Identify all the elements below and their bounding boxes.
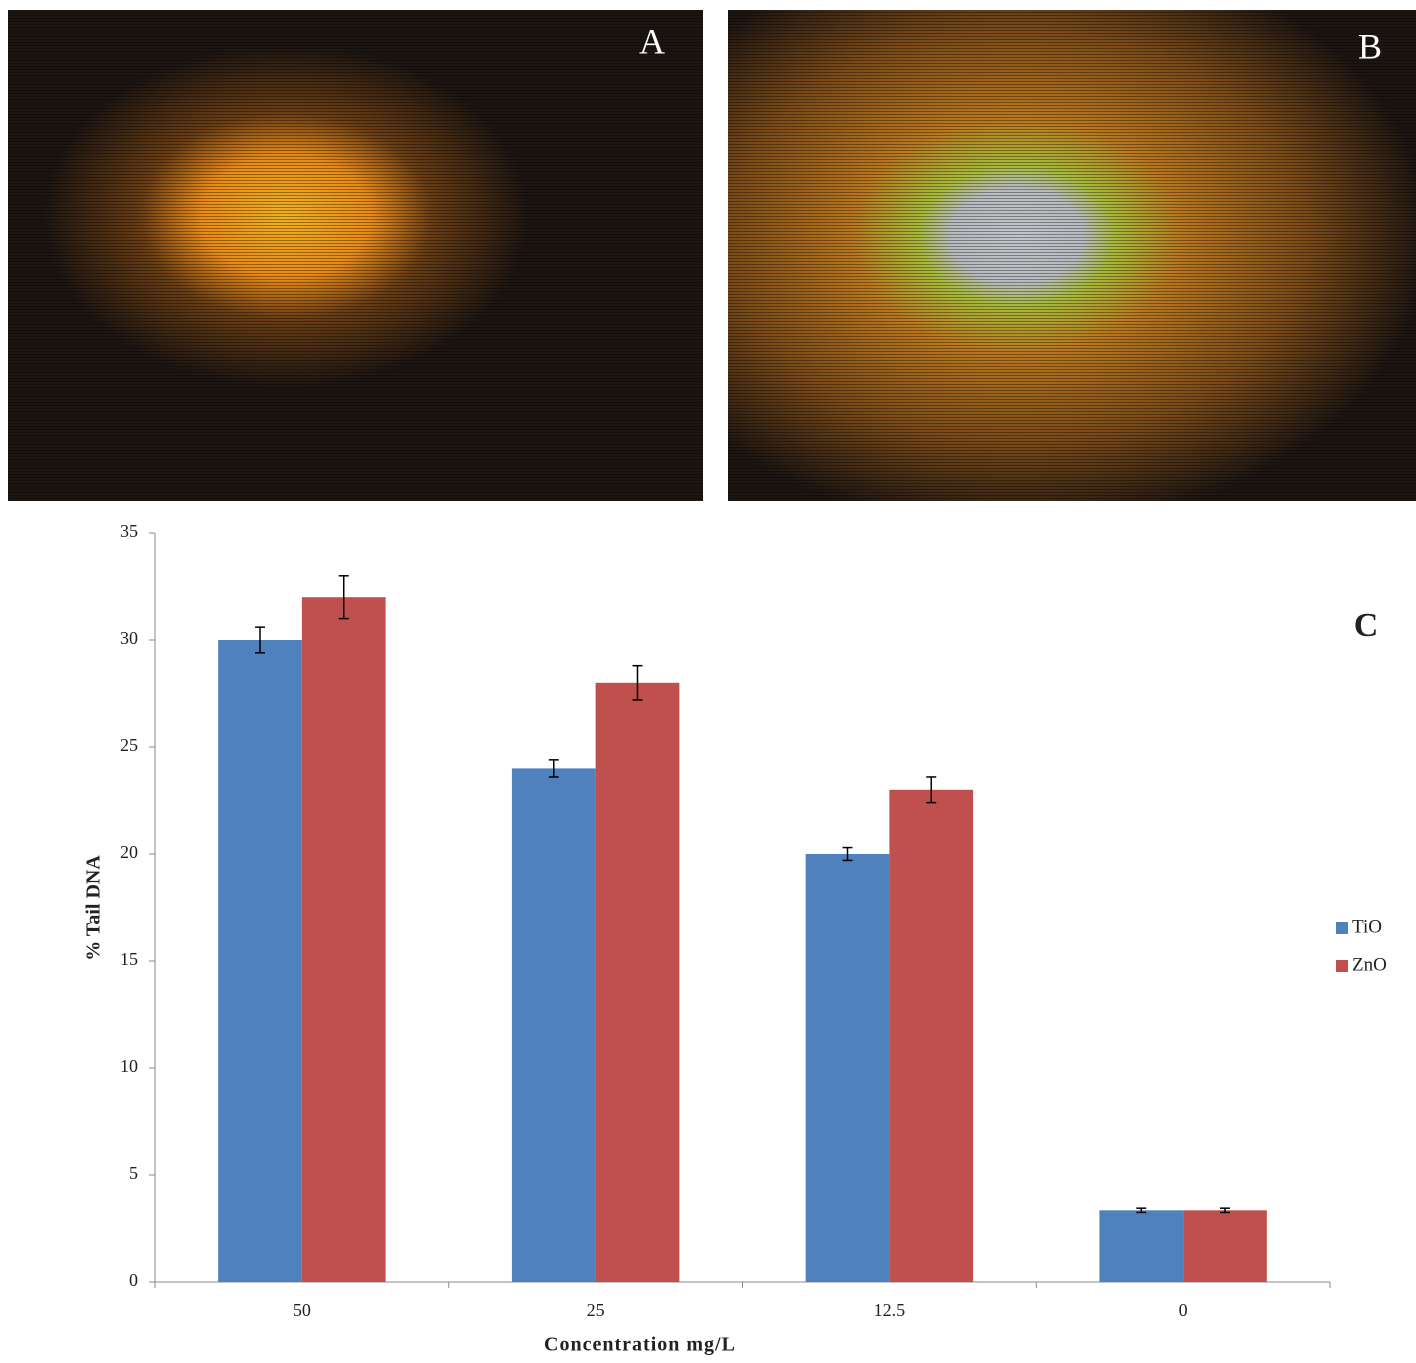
y-axis-title: % Tail DNA <box>83 855 105 961</box>
image-texture <box>8 10 703 501</box>
error-bar <box>632 664 643 701</box>
error-bar <box>255 626 266 654</box>
panel-label: B <box>1358 26 1382 66</box>
error-bar <box>926 776 937 804</box>
legend-swatch <box>1336 960 1348 972</box>
y-tick-label: 10 <box>120 1056 138 1076</box>
bar <box>511 768 596 1282</box>
y-tick-label: 30 <box>120 628 138 648</box>
panel-label: A <box>639 21 665 61</box>
bar <box>595 682 680 1282</box>
y-tick-label: 25 <box>120 735 138 755</box>
y-tick-label: 20 <box>120 842 138 862</box>
panel-label: C <box>1354 607 1379 644</box>
bar <box>218 640 302 1282</box>
bar <box>889 789 974 1282</box>
x-tick-label: 12.5 <box>874 1300 906 1320</box>
error-bar <box>548 759 559 778</box>
x-tick-label: 25 <box>587 1300 605 1320</box>
error-bar <box>1219 1207 1230 1214</box>
x-tick-label: 0 <box>1179 1300 1188 1320</box>
y-tick-label: 5 <box>129 1163 138 1183</box>
x-axis-title: Concentration mg/L <box>544 1334 736 1356</box>
legend-label: ZnO <box>1352 954 1387 975</box>
bar <box>1099 1210 1184 1282</box>
bar <box>301 597 386 1282</box>
y-tick-label: 15 <box>120 949 138 969</box>
image-texture <box>728 10 1416 501</box>
bar <box>805 854 890 1282</box>
error-bar <box>842 846 853 862</box>
y-tick-label: 0 <box>129 1270 138 1290</box>
y-tick-label: 35 <box>120 521 138 541</box>
legend-label: TiO <box>1352 916 1382 937</box>
error-bar <box>338 575 349 620</box>
legend-swatch <box>1336 922 1348 934</box>
error-bar <box>1136 1207 1147 1214</box>
bar <box>1183 1210 1267 1282</box>
x-tick-label: 50 <box>293 1300 311 1320</box>
